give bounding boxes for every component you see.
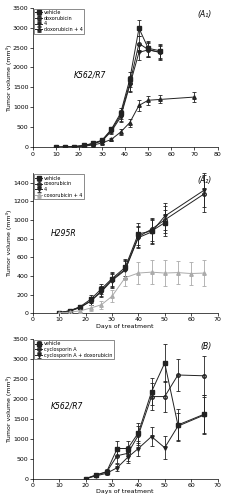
X-axis label: Days of treatment: Days of treatment	[96, 324, 154, 328]
Y-axis label: Tumor volume (mm³): Tumor volume (mm³)	[5, 210, 12, 276]
Text: (B): (B)	[201, 342, 212, 351]
Legend: vehicle, doxorubicin, 4, doxorubicin + 4: vehicle, doxorubicin, 4, doxorubicin + 4	[34, 8, 84, 34]
X-axis label: Days of treatment: Days of treatment	[96, 490, 154, 494]
Text: H295R: H295R	[51, 229, 77, 238]
Legend: vehicle, cyclosporin A, cyclosporin A + doxorubicin: vehicle, cyclosporin A, cyclosporin A + …	[34, 340, 114, 359]
Text: (A₁): (A₁)	[198, 10, 212, 20]
Text: (A₂): (A₂)	[198, 176, 212, 185]
Text: K562/R7: K562/R7	[51, 402, 84, 411]
Legend: vehicle, coxorubicin, 4, coxorubicin + 4: vehicle, coxorubicin, 4, coxorubicin + 4	[34, 174, 84, 200]
Y-axis label: Tumor volume (mm³): Tumor volume (mm³)	[5, 44, 12, 110]
Y-axis label: Tumor volume (mm³): Tumor volume (mm³)	[5, 376, 12, 442]
Text: K562/R7: K562/R7	[73, 70, 106, 80]
